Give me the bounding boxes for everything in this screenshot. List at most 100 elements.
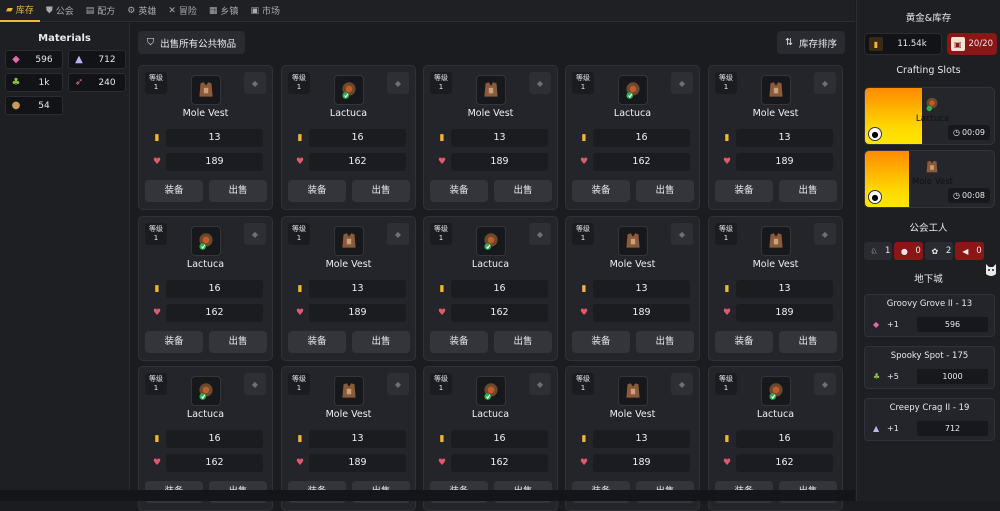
health-row: ♥ 162 [291,153,406,171]
heart-icon: ♥ [722,157,732,167]
health-row: ♥ 189 [718,153,833,171]
inventory-capacity: ▣ 20/20 [947,33,997,55]
gold-value-row: ▮ 13 [575,280,690,298]
sell-button[interactable]: 出售 [209,180,267,202]
gold-value-row: ▮ 16 [148,280,263,298]
sell-all-common-button[interactable]: ⛉ 出售所有公共物品 [138,31,246,54]
mole-vest-icon [761,75,791,105]
gold-coins-icon: ▮ [869,37,883,51]
tab-heroes[interactable]: ⚙ 英雄 [121,0,162,22]
item-name: Mole Vest [752,259,799,270]
tab-label: 配方 [97,7,116,17]
level-badge: 等级 1 [572,373,594,395]
cat-mascot-icon[interactable] [984,262,998,278]
health-row: ♥ 189 [291,304,406,322]
tab-recipes[interactable]: ▤ 配方 [80,0,122,22]
equip-button[interactable]: 装备 [288,331,346,353]
equip-button[interactable]: 装备 [572,180,630,202]
slot-item-name: Lactuca [915,114,950,124]
brown-orb-icon: ● [11,100,21,111]
favorite-diamond-icon[interactable]: ◆ [529,223,551,245]
level-badge: 等级 1 [715,72,737,94]
favorite-diamond-icon[interactable]: ◆ [671,72,693,94]
sell-button[interactable]: 出售 [636,180,694,202]
heart-icon: ♥ [295,308,305,318]
mole-vest-icon [334,376,364,406]
tab-adventure[interactable]: ✕ 冒险 [162,0,203,22]
level-badge: 等级 1 [145,373,167,395]
equip-button[interactable]: 装备 [715,331,773,353]
worker-paw[interactable]: ✿ 2 [924,242,954,260]
material-item: ● 54 [5,96,63,115]
sell-button[interactable]: 出售 [636,331,694,353]
sell-button[interactable]: 出售 [779,331,837,353]
sell-button[interactable]: 出售 [779,180,837,202]
tab-label: 乡镇 [220,7,239,17]
favorite-diamond-icon[interactable]: ◆ [814,223,836,245]
worker-mole[interactable]: ● 0 [894,242,923,260]
level-badge: 等级 1 [145,72,167,94]
tab-town[interactable]: ▦ 乡镇 [203,0,245,22]
item-name: Lactuca [186,409,225,420]
rabbit-icon: ♘ [870,246,878,256]
town-icon: ▦ [208,5,218,16]
heart-icon: ♥ [579,157,589,167]
sell-button[interactable]: 出售 [494,180,552,202]
favorite-diamond-icon[interactable]: ◆ [814,373,836,395]
level-badge: 等级 1 [430,72,452,94]
equip-button[interactable]: 装备 [572,331,630,353]
favorite-diamond-icon[interactable]: ◆ [814,72,836,94]
gold-coins-icon: ▮ [297,284,303,294]
favorite-diamond-icon[interactable]: ◆ [244,373,266,395]
gold-value-row: ▮ 16 [148,430,263,448]
sort-inventory-button[interactable]: ⇅ 库存排序 [777,31,845,54]
favorite-diamond-icon[interactable]: ◆ [529,373,551,395]
sell-button[interactable]: 出售 [352,180,410,202]
worker-fish[interactable]: ◀ 0 [955,242,984,260]
favorite-diamond-icon[interactable]: ◆ [387,223,409,245]
crafting-slot[interactable]: Lactuca ● ◷ 00:09 [864,87,995,145]
equip-button[interactable]: 装备 [145,180,203,202]
right-panel: 黄金&库存 ▮ 11.54k ▣ 20/20 Crafting Slots La… [856,0,1000,501]
dungeon-card[interactable]: Creepy Crag II - 19 ▲ +1 712 [864,398,995,441]
crystal-icon: ▲ [873,424,880,433]
favorite-diamond-icon[interactable]: ◆ [244,223,266,245]
equip-button[interactable]: 装备 [430,331,488,353]
tab-label: 市场 [261,7,280,17]
favorite-diamond-icon[interactable]: ◆ [387,373,409,395]
hero-icon: ⚙ [127,5,136,16]
sell-button[interactable]: 出售 [352,331,410,353]
crafting-slot[interactable]: Mole Vest ● ◷ 00:08 [864,150,995,208]
favorite-diamond-icon[interactable]: ◆ [529,72,551,94]
dungeon-card[interactable]: Groovy Grove II - 13 ◆ +1 596 [864,294,995,337]
sell-button[interactable]: 出售 [494,331,552,353]
tab-market[interactable]: ▣ 市场 [244,0,286,22]
lactuca-icon [191,226,221,256]
dungeon-card[interactable]: Spooky Spot - 175 ♣ +5 1000 [864,346,995,389]
favorite-diamond-icon[interactable]: ◆ [387,72,409,94]
item-name: Mole Vest [752,108,799,119]
equip-button[interactable]: 装备 [430,180,488,202]
worker-rabbit[interactable]: ♘ 1 [864,242,893,260]
tab-guild[interactable]: ⛊ 公会 [40,0,80,22]
equip-button[interactable]: 装备 [145,331,203,353]
equip-button[interactable]: 装备 [715,180,773,202]
favorite-diamond-icon[interactable]: ◆ [671,373,693,395]
favorite-diamond-icon[interactable]: ◆ [671,223,693,245]
equip-button[interactable]: 装备 [288,180,346,202]
sell-button[interactable]: 出售 [209,331,267,353]
materials-title: Materials [38,33,91,44]
favorite-diamond-icon[interactable]: ◆ [244,72,266,94]
tab-inventory[interactable]: ▰ 库存 [0,0,40,22]
